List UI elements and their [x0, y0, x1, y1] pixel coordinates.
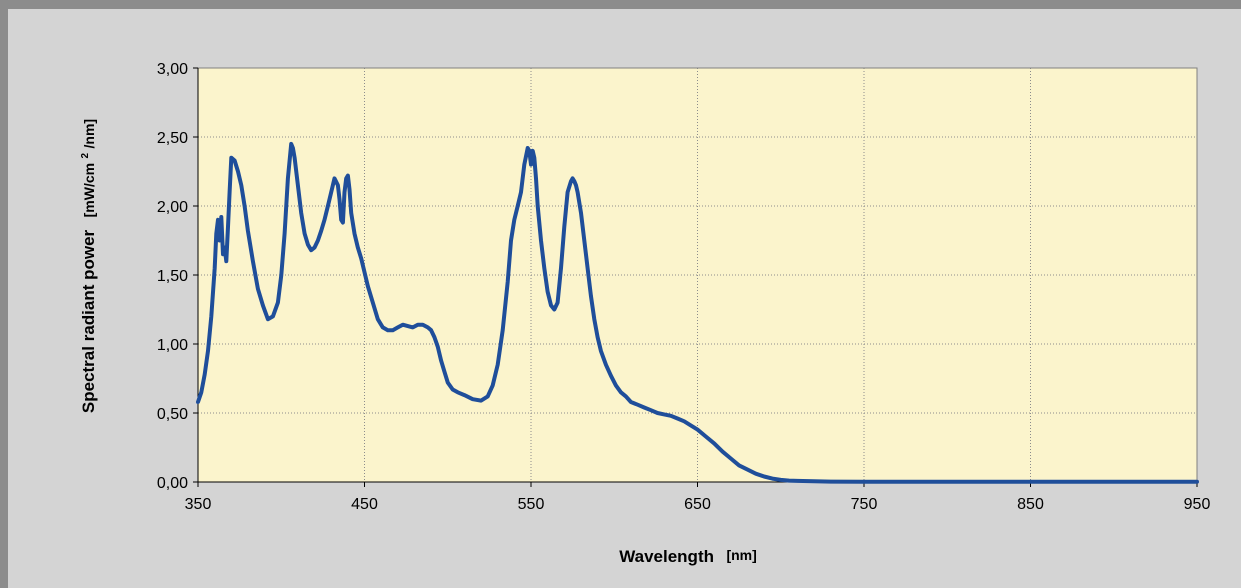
- gridlines: [198, 68, 1197, 482]
- x-axis-label: Wavelength: [619, 547, 714, 566]
- x-tick-label: 850: [1017, 496, 1044, 513]
- x-axis-unit: [nm]: [726, 547, 756, 563]
- chart-frame: 0,00 0,50 1,00 1,50 2,00 2,50 3,00 350 450 550 65…: [8, 9, 1241, 588]
- y-axis-unit-sup: 2: [80, 152, 91, 158]
- y-axis-label: Spectral radiant power: [79, 229, 98, 413]
- y-tick-label: 0,50: [157, 406, 188, 423]
- x-tick-label: 750: [851, 496, 878, 513]
- y-tick-label: 1,50: [157, 268, 188, 285]
- x-tick-label: 950: [1184, 496, 1211, 513]
- x-tick-label: 350: [185, 496, 212, 513]
- y-tick-label: 3,00: [157, 61, 188, 78]
- x-axis-title: Wavelength [nm]: [619, 547, 757, 566]
- spectrum-series-line: [196, 141, 1199, 484]
- y-tick-label: 0,00: [157, 475, 188, 492]
- y-axis-unit-post: /nm]: [81, 119, 97, 149]
- x-tick-label: 550: [518, 496, 545, 513]
- y-tick-label: 2,00: [157, 199, 188, 216]
- x-tick-label: 450: [351, 496, 378, 513]
- y-axis-unit-pre: [mW/cm: [81, 163, 97, 217]
- y-tick-label: 2,50: [157, 130, 188, 147]
- y-axis-title: Spectral radiant power [mW/cm 2 /nm]: [75, 119, 98, 413]
- y-tick-labels: 0,00 0,50 1,00 1,50 2,00 2,50 3,00: [157, 61, 188, 492]
- y-tick-label: 1,00: [157, 337, 188, 354]
- spectral-power-chart: 0,00 0,50 1,00 1,50 2,00 2,50 3,00 350 450 550 65…: [75, 61, 1211, 566]
- x-tick-label: 650: [684, 496, 711, 513]
- x-tick-labels: 350 450 550 650 750 850 950: [185, 496, 1211, 513]
